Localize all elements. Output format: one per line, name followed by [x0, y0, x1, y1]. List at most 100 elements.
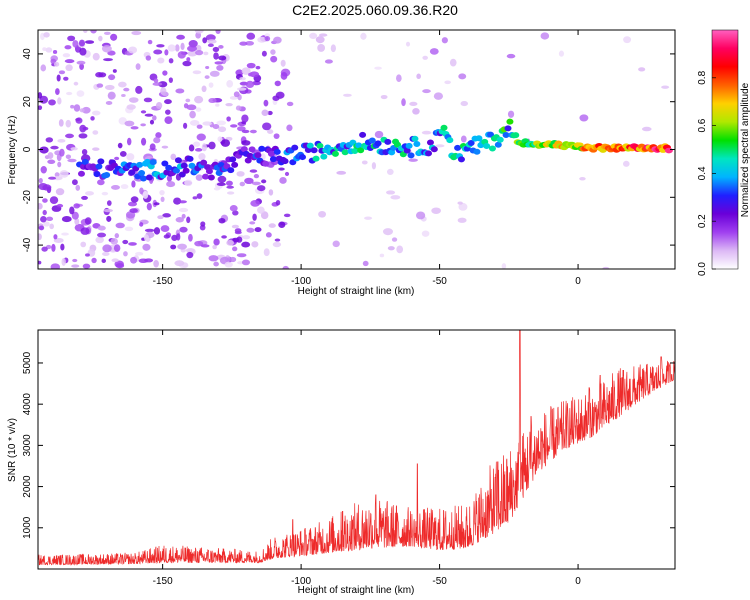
ridge-point	[483, 143, 491, 150]
noise-point	[213, 52, 219, 60]
noise-point	[216, 120, 227, 126]
ridge-point	[269, 156, 277, 163]
noise-point	[138, 258, 149, 264]
noise-point	[67, 158, 77, 163]
noise-point	[260, 211, 269, 220]
ridge-point	[310, 147, 318, 154]
colorbar-label: Normalized spectral amplitude	[740, 82, 750, 217]
ridge-point	[262, 160, 270, 167]
noise-point	[92, 147, 100, 151]
ridge-point	[291, 144, 299, 151]
ridge-point	[504, 125, 512, 132]
noise-point	[213, 238, 220, 246]
ridge-point	[405, 142, 413, 149]
ridge-point	[149, 159, 157, 166]
noise-point	[83, 30, 88, 34]
noise-point	[178, 200, 187, 204]
noise-point	[318, 33, 328, 37]
noise-point	[396, 245, 404, 254]
ridge-point	[254, 152, 262, 159]
noise-point	[38, 233, 42, 241]
noise-point	[42, 47, 47, 52]
noise-point	[275, 199, 281, 206]
noise-point	[115, 263, 125, 269]
noise-point	[184, 179, 193, 187]
noise-point	[579, 114, 589, 122]
noise-point	[38, 92, 43, 99]
noise-point	[202, 37, 208, 44]
noise-point	[251, 181, 261, 186]
ridge-point	[207, 174, 215, 181]
noise-point	[55, 88, 60, 95]
noise-point	[140, 137, 147, 146]
noise-point	[253, 173, 260, 179]
noise-point	[226, 80, 234, 88]
noise-point	[236, 171, 245, 177]
noise-point	[65, 154, 72, 159]
noise-point	[207, 43, 214, 48]
noise-point	[241, 241, 251, 248]
noise-point	[332, 240, 340, 248]
noise-point	[130, 196, 139, 203]
noise-point	[202, 121, 212, 126]
noise-point	[114, 233, 120, 239]
noise-point	[102, 244, 112, 253]
noise-point	[111, 258, 119, 263]
noise-point	[252, 80, 261, 86]
noise-point	[236, 253, 247, 258]
noise-point	[241, 67, 251, 75]
noise-point	[76, 90, 85, 97]
noise-point	[216, 182, 226, 187]
noise-point	[79, 108, 85, 113]
ridge-point	[374, 140, 382, 147]
noise-point	[126, 153, 135, 161]
noise-point	[162, 70, 168, 76]
noise-point	[135, 85, 143, 94]
noise-point	[103, 31, 111, 36]
noise-point	[213, 187, 221, 191]
noise-point	[441, 37, 448, 44]
ridge-point	[446, 137, 454, 144]
noise-point	[47, 152, 54, 159]
noise-point	[84, 40, 95, 44]
noise-point	[82, 263, 91, 269]
noise-point	[118, 81, 127, 88]
noise-point	[268, 189, 274, 196]
noise-point	[194, 30, 204, 34]
noise-point	[55, 188, 65, 196]
noise-point	[217, 136, 223, 142]
colorbar: 0.0 0.2 0.4 0.6 0.8 Normalized spectral ampl…	[697, 29, 750, 276]
noise-point	[91, 110, 101, 116]
noise-point	[50, 145, 59, 150]
noise-point	[41, 246, 48, 252]
noise-point	[212, 124, 220, 130]
noise-point	[143, 234, 149, 242]
noise-point	[75, 117, 83, 124]
noise-point	[265, 232, 272, 238]
noise-point	[110, 33, 118, 41]
noise-point	[125, 211, 136, 219]
noise-point	[412, 108, 420, 115]
ridge-point	[103, 171, 111, 178]
ridge-point	[97, 158, 105, 165]
noise-point	[149, 119, 155, 125]
noise-point	[112, 69, 117, 73]
noise-point	[84, 217, 92, 225]
noise-point	[105, 101, 113, 105]
noise-point	[38, 225, 45, 231]
noise-point	[364, 216, 373, 220]
colorbar-tick-label: 0.6	[697, 118, 708, 132]
noise-point	[409, 101, 418, 107]
noise-point	[501, 263, 507, 269]
ridge-point	[77, 170, 85, 177]
noise-point	[126, 137, 132, 146]
noise-point	[386, 168, 394, 176]
x-tick-label: -100	[291, 276, 311, 287]
noise-point	[226, 191, 235, 195]
noise-point	[186, 57, 191, 62]
ridge-point	[426, 139, 434, 146]
noise-point	[246, 62, 256, 69]
ridge-point	[473, 148, 481, 155]
ridge-point	[411, 135, 419, 142]
ridge-point	[430, 146, 438, 153]
